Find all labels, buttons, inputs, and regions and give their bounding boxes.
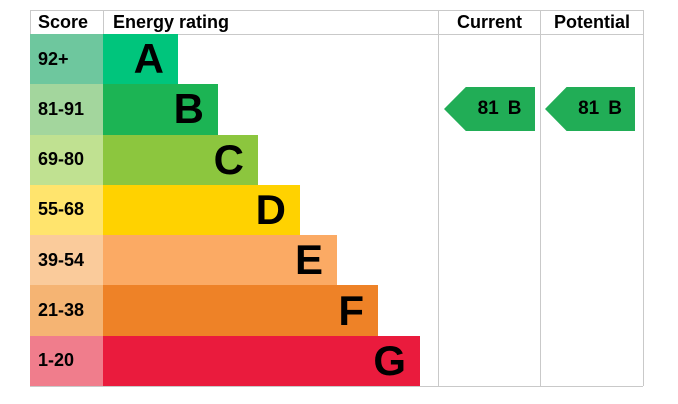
grid-line-right (643, 10, 644, 386)
current-column-header: Current (456, 12, 522, 32)
grid-line-score-divider (103, 10, 104, 34)
current-rating-value: 81 (477, 98, 499, 119)
band-score-a: 92+ (30, 34, 103, 85)
grid-line-current-left (438, 10, 439, 386)
band-letter-a: A (133, 35, 164, 83)
band-row-e: 39-54 E (30, 235, 438, 286)
band-row-g: 1-20 G (30, 335, 438, 386)
grid-line-header-bottom (30, 34, 643, 35)
band-row-d: 55-68 D (30, 184, 438, 236)
band-row-b: 81-91 B (30, 84, 438, 135)
grid-line-table-bottom (30, 386, 643, 387)
grid-line-top (30, 10, 643, 11)
current-rating-arrow: 81 B (444, 87, 535, 131)
band-letter-f: F (338, 286, 364, 334)
band-rows: 92+ A 81-91 B 69-80 C 55-68 D 39-54 (30, 34, 438, 386)
band-score-b: 81-91 (30, 84, 103, 135)
score-column-header: Score (38, 12, 89, 32)
band-bar-c: C (103, 134, 258, 185)
band-letter-d: D (255, 185, 286, 233)
band-score-d: 55-68 (30, 184, 103, 236)
band-bar-e: E (103, 235, 337, 286)
band-letter-e: E (294, 236, 323, 284)
band-bar-a: A (103, 34, 178, 85)
band-score-c: 69-80 (30, 134, 103, 185)
potential-column-header: Potential (553, 12, 630, 32)
band-letter-g: G (373, 336, 406, 384)
band-letter-b: B (173, 85, 204, 133)
band-row-f: 21-38 F (30, 285, 438, 336)
band-score-e: 39-54 (30, 235, 103, 286)
potential-rating-band: B (608, 98, 622, 119)
band-bar-g: G (103, 335, 420, 386)
band-score-f: 21-38 (30, 285, 103, 336)
band-row-a: 92+ A (30, 34, 438, 85)
band-bar-f: F (103, 285, 378, 336)
current-rating-band: B (507, 98, 522, 119)
grid-line-left (30, 10, 31, 34)
band-bar-b: B (103, 84, 218, 135)
band-row-c: 69-80 C (30, 134, 438, 185)
energy-rating-column-header: Energy rating (113, 12, 230, 32)
grid-line-current-right (540, 10, 541, 386)
band-score-g: 1-20 (30, 335, 103, 386)
potential-rating-arrow: 81 B (545, 87, 635, 131)
band-bar-d: D (103, 184, 300, 236)
potential-rating-value: 81 (578, 98, 600, 119)
band-letter-c: C (213, 135, 244, 183)
